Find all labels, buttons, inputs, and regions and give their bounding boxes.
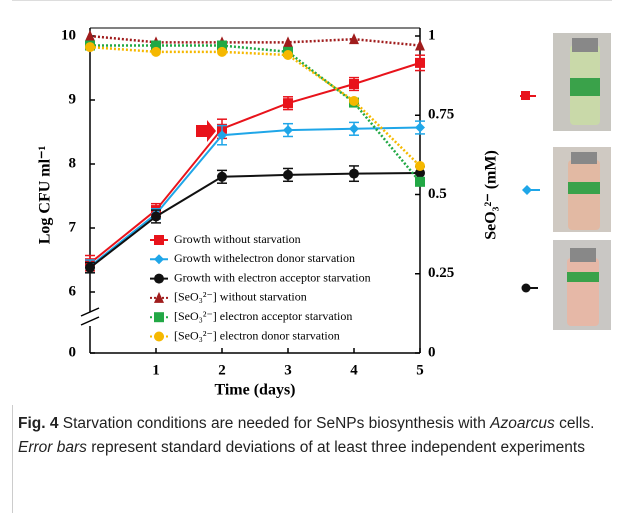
legend-label: Growth withelectron donor starvation bbox=[174, 251, 355, 265]
marker bbox=[415, 57, 425, 68]
marker bbox=[85, 262, 95, 273]
y-axis-title: Log CFU ml⁻¹ bbox=[37, 146, 54, 245]
marker bbox=[154, 273, 164, 284]
key-marker bbox=[521, 283, 531, 293]
marker bbox=[151, 46, 161, 57]
marker bbox=[415, 167, 425, 178]
key-marker bbox=[522, 185, 532, 195]
marker bbox=[85, 30, 95, 41]
chart: Time (days) Log CFU ml⁻¹ SeO₃²⁻ (mM) 0 6 7… bbox=[37, 27, 611, 399]
marker bbox=[151, 40, 161, 51]
vial-cap bbox=[571, 152, 597, 164]
vial-cap bbox=[572, 38, 598, 52]
marker bbox=[217, 171, 227, 182]
y-tick-label: 7 bbox=[69, 219, 77, 235]
y-tick-label: 0 bbox=[69, 344, 77, 360]
x-tick-label: 1 bbox=[152, 362, 160, 378]
y-tick-label: 10 bbox=[61, 27, 76, 43]
key-marker bbox=[521, 91, 530, 100]
vial bbox=[567, 258, 599, 326]
marker bbox=[349, 168, 359, 179]
y2-tick-label: 0.75 bbox=[428, 107, 454, 123]
x-tick-label: 2 bbox=[218, 362, 226, 378]
series-line bbox=[89, 171, 421, 269]
marker bbox=[349, 79, 359, 89]
marker bbox=[283, 50, 293, 61]
marker bbox=[415, 176, 425, 187]
legend-label: [SeO₃²⁻] electron acceptor starvation bbox=[174, 309, 352, 323]
y2-tick-label: 0.5 bbox=[428, 186, 447, 202]
caption-label: Fig. 4 bbox=[18, 415, 59, 432]
marker bbox=[154, 254, 164, 265]
series-line bbox=[90, 44, 421, 183]
marker bbox=[415, 160, 425, 171]
y-tick-label: 9 bbox=[69, 91, 77, 107]
caption-text: represent standard deviations of at leas… bbox=[86, 439, 585, 456]
x-tick-label: 5 bbox=[416, 362, 424, 378]
frame-line bbox=[12, 0, 612, 1]
legend-label: [SeO₃²⁻] electron donor starvation bbox=[174, 328, 340, 342]
marker bbox=[283, 98, 293, 109]
marker bbox=[217, 46, 227, 57]
marker bbox=[349, 33, 359, 45]
marker bbox=[217, 130, 227, 141]
marker bbox=[154, 291, 164, 303]
series-line bbox=[89, 126, 421, 268]
arrow-annotation bbox=[196, 120, 216, 142]
marker bbox=[283, 36, 293, 48]
y2-axis-title: SeO₃²⁻ (mM) bbox=[483, 150, 500, 240]
axis-break bbox=[80, 307, 100, 317]
x-tick-label: 4 bbox=[350, 362, 358, 378]
caption-text: Starvation conditions are needed for SeN… bbox=[58, 415, 491, 432]
y2-tick-label: 0.25 bbox=[428, 265, 454, 281]
vial-label bbox=[570, 78, 600, 96]
legend-label: Growth with electron acceptor starvation bbox=[174, 270, 371, 284]
vial-cap bbox=[570, 248, 596, 262]
y2-tick-label: 1 bbox=[428, 27, 436, 43]
x-axis-title: Time (days) bbox=[214, 382, 295, 399]
legend-label: [SeO₃²⁻] without starvation bbox=[174, 290, 307, 304]
marker bbox=[154, 235, 164, 245]
vial-label bbox=[568, 182, 600, 194]
y-tick-label: 6 bbox=[69, 283, 77, 299]
x-tick-label: 3 bbox=[284, 362, 292, 378]
marker bbox=[151, 211, 161, 222]
marker bbox=[154, 312, 164, 323]
marker bbox=[85, 42, 95, 53]
caption-bar bbox=[12, 405, 13, 513]
caption-text: Error bars bbox=[18, 439, 87, 456]
vial bbox=[568, 160, 600, 230]
marker bbox=[415, 39, 425, 51]
y2-tick-label: 0 bbox=[428, 344, 436, 360]
marker bbox=[154, 331, 164, 342]
marker bbox=[415, 122, 425, 133]
series-line bbox=[89, 34, 421, 47]
vial-label bbox=[567, 272, 599, 282]
marker bbox=[283, 125, 293, 136]
marker bbox=[283, 169, 293, 180]
marker bbox=[349, 95, 359, 106]
series-line bbox=[89, 45, 421, 167]
legend-label: Growth without starvation bbox=[174, 232, 301, 246]
marker bbox=[217, 40, 227, 51]
y-tick-label: 8 bbox=[69, 155, 77, 171]
axis-break bbox=[80, 316, 100, 326]
vial-photos bbox=[520, 33, 611, 330]
caption: Fig. 4 Starvation conditions are needed … bbox=[18, 412, 608, 460]
caption-text: Azoarcus bbox=[490, 415, 555, 432]
caption-text: cells. bbox=[554, 415, 595, 432]
series-line bbox=[89, 61, 421, 264]
marker bbox=[349, 123, 359, 134]
